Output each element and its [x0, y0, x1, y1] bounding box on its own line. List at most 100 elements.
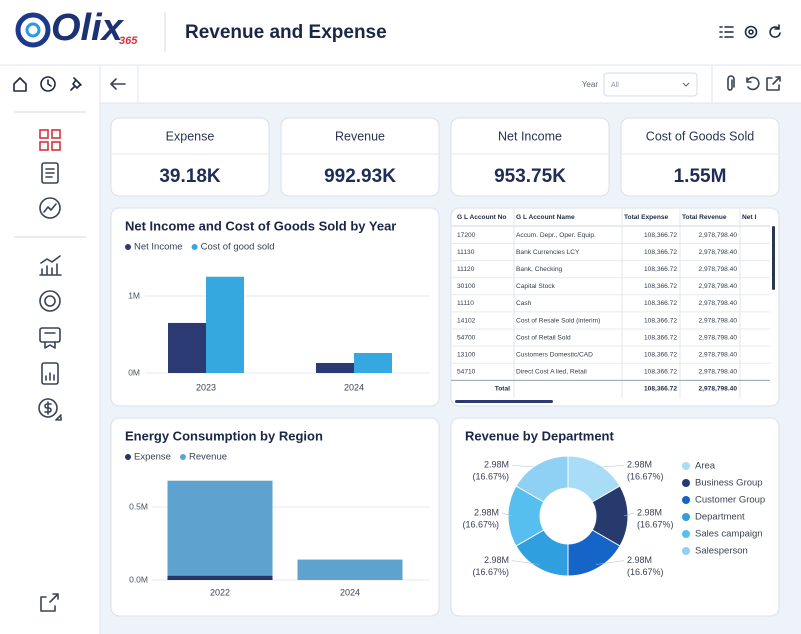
- table-cell: Accum. Depr., Oper. Equip.: [516, 232, 596, 239]
- total-cell: 2,978,798.40: [698, 386, 737, 393]
- growth-icon[interactable]: [39, 255, 62, 276]
- pin-icon[interactable]: [70, 77, 82, 91]
- kpi-row: Expense 39.18K Revenue 992.93K Net Income 953…: [110, 117, 780, 197]
- settings-icon[interactable]: [744, 25, 758, 39]
- export-icon[interactable]: [766, 76, 781, 91]
- bar-segment: [167, 480, 273, 576]
- year-select[interactable]: All: [603, 72, 698, 97]
- logo-suffix: 365: [119, 35, 138, 47]
- back-button[interactable]: [110, 78, 126, 90]
- kpi-label: Revenue: [335, 129, 385, 143]
- legend-label: Cost of good sold: [201, 242, 275, 253]
- legend-marker: [682, 513, 690, 521]
- legend-marker: [682, 479, 690, 487]
- table-cell: Bank Currencies LCY: [516, 249, 580, 256]
- chart: Revenue by Department 2.98M (16.67%) Area 2.…: [462, 428, 765, 577]
- table-cell: Cash: [516, 300, 532, 307]
- slice-value-label: 2.98M: [484, 460, 509, 470]
- table-cell: 108,366.72: [644, 334, 677, 341]
- table-cell: 11130: [457, 249, 475, 256]
- table-cell: 2,978,798.40: [698, 266, 737, 273]
- total-cell: 108,366.72: [644, 386, 677, 393]
- table-cell: 108,366.72: [644, 283, 677, 290]
- table-cell: 11120: [457, 266, 475, 273]
- legend-label: Salesperson: [695, 546, 748, 557]
- chart-title: Energy Consumption by Region: [125, 428, 323, 443]
- money-icon[interactable]: [38, 398, 62, 421]
- column-header: G L Account Name: [516, 214, 575, 221]
- leader-line: [511, 560, 541, 565]
- table-cell: Capital Stock: [516, 283, 556, 290]
- kpi-label: Expense: [166, 129, 215, 143]
- vertical-scrollbar[interactable]: [772, 226, 775, 290]
- select-value: All: [611, 82, 619, 89]
- slice-percent-label: (16.67%): [637, 519, 674, 529]
- history-icon[interactable]: [40, 76, 56, 92]
- table-cell: 2,978,798.40: [698, 351, 737, 358]
- table-cell: 108,366.72: [644, 369, 677, 376]
- bar-segment: [297, 559, 403, 580]
- column-header: Total Expense: [624, 214, 669, 221]
- chart-title: Net Income and Cost of Goods Sold by Yea…: [125, 218, 396, 233]
- table-cell: Direct Cost A lied, Retail: [516, 369, 587, 376]
- chart-card: [110, 207, 440, 407]
- home-icon[interactable]: [13, 77, 27, 92]
- attach-icon[interactable]: [727, 75, 735, 91]
- finance-icon[interactable]: [39, 290, 61, 312]
- certificate-icon[interactable]: [39, 327, 61, 349]
- table-card: [450, 207, 780, 407]
- table-cell: 108,366.72: [644, 249, 677, 256]
- table-cell: 2,978,798.40: [698, 283, 737, 290]
- select-box[interactable]: [603, 72, 698, 97]
- logo-ring: [15, 12, 51, 48]
- legend-label: Department: [695, 512, 745, 523]
- y-tick-label: 0M: [128, 367, 140, 377]
- bar: [206, 276, 244, 373]
- kpi-value: 1.55M: [674, 166, 727, 187]
- kpi-card: [280, 117, 440, 197]
- bar: [354, 352, 392, 373]
- column-header: Total Revenue: [682, 214, 727, 221]
- chart: Net Income and Cost of Goods Sold by Yea…: [125, 218, 430, 392]
- reset-icon[interactable]: [746, 76, 760, 91]
- total-label: Total: [495, 386, 510, 393]
- report-icon[interactable]: [41, 162, 59, 184]
- table-cell: Cost of Retail Sold: [516, 334, 571, 341]
- table-cell: 2,978,798.40: [698, 232, 737, 239]
- dashboard-icon[interactable]: [39, 129, 61, 151]
- slice-value-label: 2.98M: [474, 507, 499, 517]
- x-tick-label: 2022: [210, 587, 230, 597]
- leader-line: [501, 512, 513, 517]
- horizontal-scrollbar[interactable]: [455, 400, 553, 403]
- kpi-label: Net Income: [498, 129, 562, 143]
- refresh-icon[interactable]: [769, 24, 781, 38]
- list-icon[interactable]: [719, 26, 734, 38]
- legend-marker: [125, 244, 131, 250]
- legend-marker: [682, 496, 690, 504]
- kpi-card: [450, 117, 610, 197]
- leader-line: [595, 465, 625, 468]
- column-header: G L Account No: [457, 214, 506, 221]
- slice-value-label: 2.98M: [484, 555, 509, 565]
- legend-marker: [179, 454, 186, 460]
- legend-label: Net Income: [134, 242, 183, 253]
- analytics-icon[interactable]: [39, 197, 61, 219]
- legend-label: Sales campaign: [695, 529, 763, 540]
- chart-title: Revenue by Department: [465, 428, 614, 443]
- x-tick-label: 2023: [196, 382, 216, 392]
- logo[interactable]: Olix 365: [15, 7, 138, 49]
- table-cell: 11110: [457, 300, 474, 307]
- bar-segment: [167, 575, 273, 580]
- table-cell: 2,978,798.40: [698, 334, 737, 341]
- logo-ring-inner: [25, 22, 41, 38]
- table-cell: 30100: [457, 283, 476, 290]
- table-cell: Cost of Resale Sold (interim): [516, 317, 600, 324]
- pie-slice: [515, 455, 569, 503]
- table-cell: Bank, Checking: [516, 266, 563, 273]
- leader-line: [623, 512, 635, 517]
- document-chart-icon[interactable]: [41, 362, 59, 385]
- legend-marker: [191, 244, 198, 250]
- table-cell: 54710: [457, 369, 476, 376]
- external-link-icon[interactable]: [40, 593, 59, 612]
